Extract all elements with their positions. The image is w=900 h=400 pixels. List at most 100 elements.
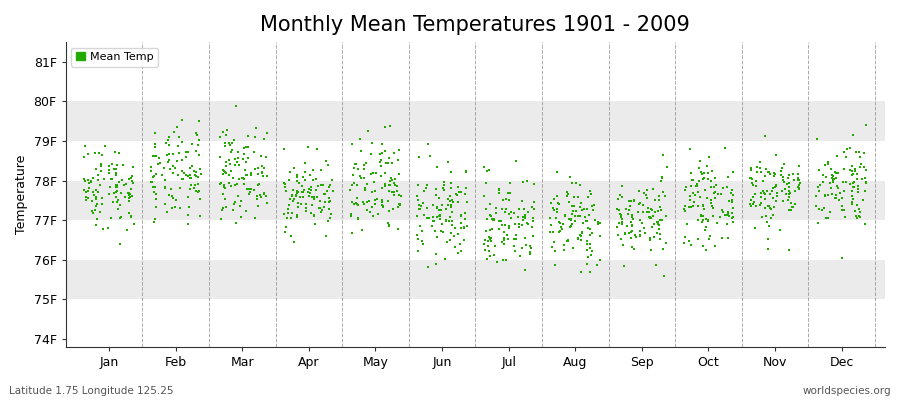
Point [679, 184, 693, 190]
Point [707, 189, 722, 196]
Point [711, 191, 725, 197]
Point [121, 190, 135, 196]
Point [231, 148, 246, 155]
Point [646, 213, 661, 219]
Point [650, 219, 664, 225]
Point [216, 129, 230, 135]
Point [721, 209, 735, 215]
Point [754, 190, 769, 196]
Point [790, 170, 805, 177]
Point [572, 204, 587, 211]
Point [436, 182, 451, 188]
Point [120, 227, 134, 233]
Point [482, 248, 497, 254]
Point [239, 208, 254, 214]
Point [430, 164, 445, 170]
Point [438, 206, 453, 213]
Point [353, 172, 367, 179]
Point [491, 186, 506, 192]
Point [459, 168, 473, 174]
Point [385, 188, 400, 195]
Point [635, 209, 650, 215]
Point [845, 168, 859, 174]
Point [809, 193, 824, 199]
Point [724, 190, 738, 196]
Point [436, 221, 450, 227]
Point [193, 188, 207, 194]
Point [277, 211, 292, 217]
Point [706, 168, 720, 174]
Point [762, 205, 777, 211]
Point [378, 180, 392, 187]
Point [181, 221, 195, 227]
Point [248, 134, 262, 140]
Point [768, 171, 782, 177]
Point [370, 195, 384, 202]
Point [102, 162, 116, 169]
Point [791, 174, 806, 181]
Point [526, 199, 541, 206]
Point [354, 148, 368, 154]
Point [852, 154, 867, 160]
Point [122, 194, 137, 200]
Point [391, 157, 405, 163]
Point [839, 179, 853, 185]
Point [553, 218, 567, 225]
Point [682, 238, 697, 244]
Point [429, 204, 444, 210]
Point [183, 164, 197, 171]
Point [696, 203, 710, 210]
Point [616, 221, 630, 227]
Point [160, 158, 175, 165]
Point [149, 196, 164, 202]
Point [184, 182, 199, 188]
Point [358, 160, 373, 166]
Point [181, 194, 195, 200]
Point [383, 178, 398, 184]
Point [624, 235, 638, 242]
Point [767, 170, 781, 176]
Point [251, 165, 266, 171]
Point [441, 202, 455, 209]
Point [240, 172, 255, 178]
Point [761, 222, 776, 229]
Point [375, 150, 390, 156]
Point [580, 260, 594, 267]
Point [853, 214, 868, 220]
Point [782, 191, 796, 198]
Point [483, 252, 498, 259]
Point [821, 192, 835, 198]
Point [438, 256, 453, 262]
Point [706, 190, 721, 196]
Point [496, 235, 510, 242]
Point [526, 214, 540, 221]
Point [610, 224, 625, 230]
Point [343, 187, 357, 193]
Point [764, 215, 778, 221]
Point [842, 167, 857, 174]
Point [346, 201, 361, 207]
Point [622, 198, 636, 205]
Point [320, 218, 335, 224]
Point [109, 182, 123, 188]
Point [420, 215, 435, 222]
Point [568, 213, 582, 219]
Point [426, 214, 440, 220]
Point [724, 187, 739, 193]
Point [849, 213, 863, 219]
Point [652, 236, 667, 243]
Point [95, 195, 110, 201]
Point [175, 157, 189, 164]
Point [549, 214, 563, 221]
Point [454, 225, 468, 231]
Point [660, 164, 674, 170]
Point [240, 144, 255, 150]
Point [104, 176, 119, 182]
Point [745, 179, 760, 186]
Point [232, 176, 247, 182]
Point [255, 168, 269, 175]
Point [314, 182, 328, 188]
Point [835, 179, 850, 185]
Point [230, 155, 245, 161]
Point [256, 163, 270, 169]
